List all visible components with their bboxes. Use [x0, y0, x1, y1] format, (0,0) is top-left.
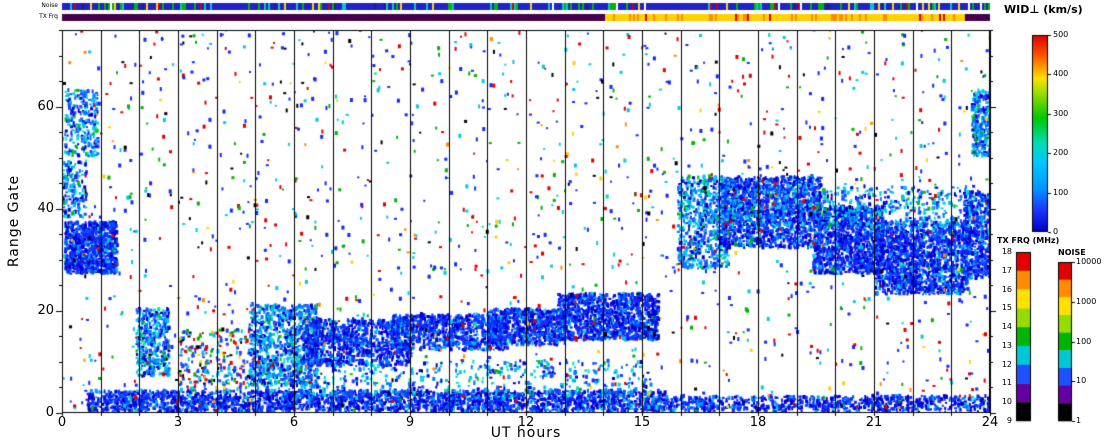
wid-colorbar-tick-100: 100 — [1053, 188, 1069, 197]
x-tick-label-6: 6 — [289, 415, 299, 430]
wid-colorbar-title: WID⊥ (km/s) — [1004, 3, 1083, 16]
wid-colorbar-tick-300: 300 — [1053, 109, 1069, 118]
x-tick-label-15: 15 — [633, 415, 651, 430]
noise-colorbar-tick-10: 10 — [1076, 376, 1087, 385]
x-tick-label-18: 18 — [749, 415, 767, 430]
x-tick-label-9: 9 — [405, 415, 415, 430]
txfrq-colorbar-tick-9: 9 — [1006, 416, 1012, 425]
txfrq-colorbar-title: TX FRQ (MHz) — [997, 236, 1060, 245]
x-tick-label-12: 12 — [517, 415, 535, 430]
noise-colorbar-tick-1000: 1000 — [1076, 297, 1097, 306]
txfrq-colorbar-tick-18: 18 — [1001, 247, 1012, 256]
txfrq-colorbar-tick-11: 11 — [1001, 378, 1012, 387]
txfrq-colorbar-tick-13: 13 — [1001, 341, 1012, 350]
wid-colorbar-tick-400: 400 — [1053, 69, 1069, 78]
noise-colorbar-tick-1: 1 — [1076, 416, 1082, 425]
y-tick-label-20: 20 — [37, 303, 54, 318]
x-tick-label-24: 24 — [981, 415, 999, 430]
wid-colorbar-tick-200: 200 — [1053, 148, 1069, 157]
y-tick-label-60: 60 — [37, 99, 54, 114]
y-tick-label-0: 0 — [45, 405, 54, 420]
y-axis-title: Range Gate — [6, 174, 22, 268]
x-axis-title: UT hours — [490, 425, 562, 441]
wid-colorbar-tick-500: 500 — [1053, 30, 1069, 39]
noise-colorbar-title: NOISE — [1058, 248, 1086, 257]
noise-colorbar-tick-100: 100 — [1076, 337, 1092, 346]
y-tick-label-40: 40 — [37, 201, 54, 216]
x-tick-label-21: 21 — [865, 415, 883, 430]
x-tick-label-3: 3 — [173, 415, 183, 430]
txfrq-colorbar-tick-17: 17 — [1001, 266, 1012, 275]
noise-colorbar-tick-10000: 10000 — [1076, 257, 1102, 266]
txfrq-colorbar-tick-12: 12 — [1001, 360, 1012, 369]
txfrq-colorbar-tick-15: 15 — [1001, 303, 1012, 312]
txfrq-colorbar-tick-16: 16 — [1001, 285, 1012, 294]
txfrq-strip-label: TX Frq — [39, 13, 58, 20]
x-tick-label-0: 0 — [57, 415, 67, 430]
wid-colorbar-tick-0: 0 — [1053, 227, 1059, 236]
txfrq-colorbar-tick-14: 14 — [1001, 322, 1012, 331]
txfrq-colorbar-tick-10: 10 — [1001, 397, 1012, 406]
noise-strip-label: Noise — [41, 2, 58, 9]
